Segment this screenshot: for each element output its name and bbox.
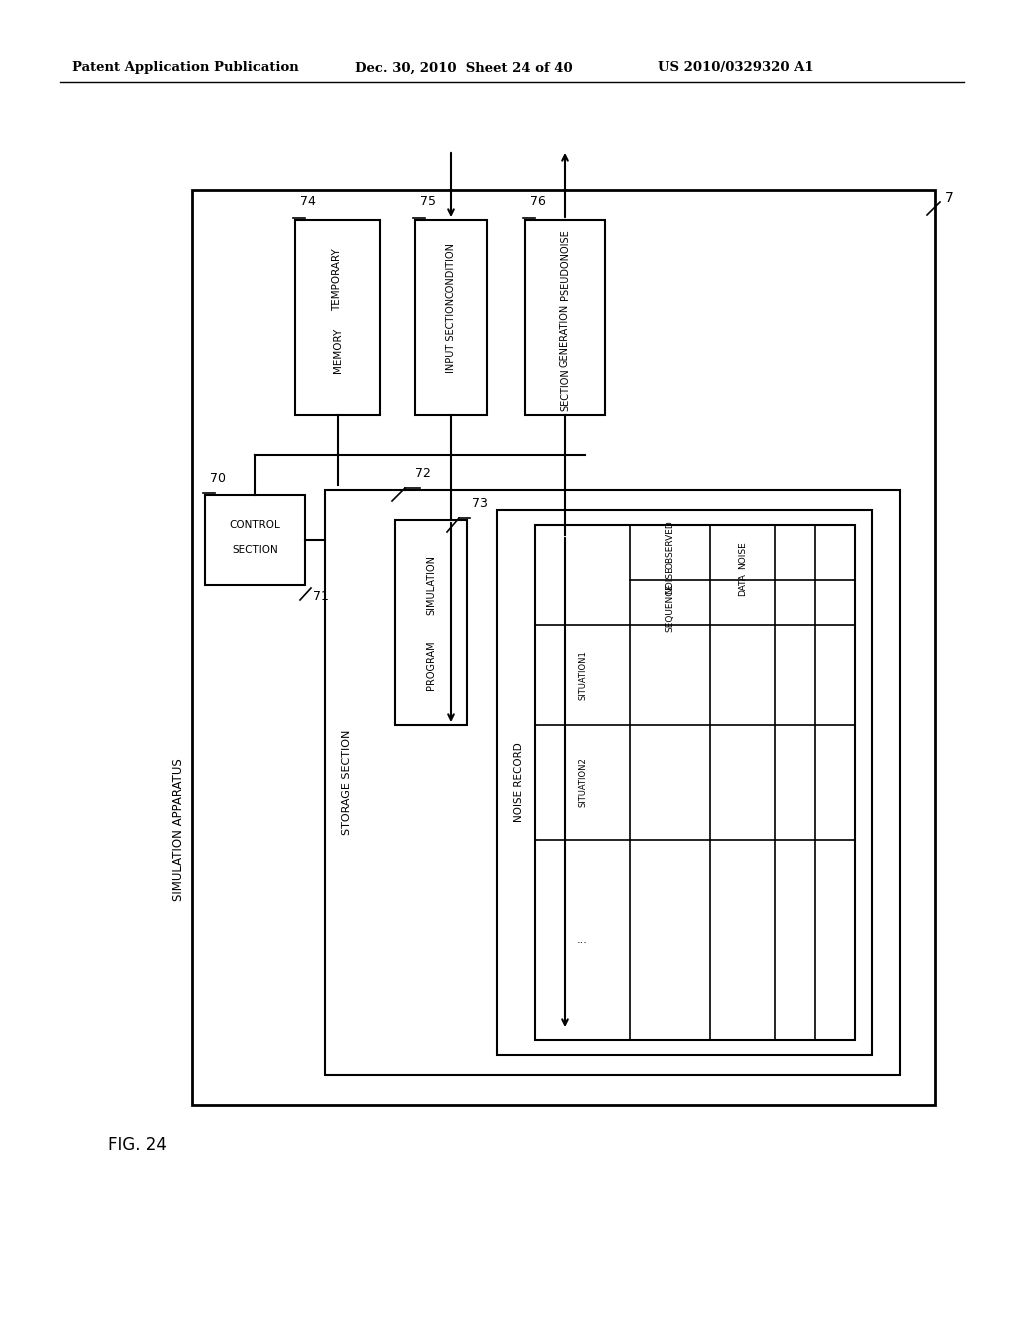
Text: NOISE RECORD: NOISE RECORD bbox=[514, 743, 524, 822]
Text: 71: 71 bbox=[313, 590, 329, 603]
Text: 76: 76 bbox=[530, 195, 546, 209]
Text: PSEUDONOISE: PSEUDONOISE bbox=[560, 230, 570, 301]
Text: 72: 72 bbox=[415, 467, 431, 480]
Text: SECTION: SECTION bbox=[560, 368, 570, 412]
Text: FIG. 24: FIG. 24 bbox=[108, 1137, 167, 1154]
Text: TEMPORARY: TEMPORARY bbox=[333, 248, 342, 312]
Text: SITUATION2: SITUATION2 bbox=[578, 758, 587, 808]
Bar bbox=[295, 220, 380, 414]
Bar bbox=[325, 490, 900, 1074]
Text: ...: ... bbox=[578, 935, 588, 945]
Bar bbox=[395, 520, 467, 725]
Text: 7: 7 bbox=[945, 191, 953, 205]
Text: GENERATION: GENERATION bbox=[560, 304, 570, 367]
Text: MEMORY: MEMORY bbox=[333, 327, 342, 372]
Bar bbox=[497, 510, 872, 1055]
Bar bbox=[415, 220, 487, 414]
Text: STORAGE SECTION: STORAGE SECTION bbox=[342, 730, 352, 836]
Text: 74: 74 bbox=[300, 195, 315, 209]
Text: PROGRAM: PROGRAM bbox=[426, 640, 436, 690]
Bar bbox=[525, 220, 605, 414]
Text: OBSERVED: OBSERVED bbox=[666, 520, 675, 569]
Text: SECTION: SECTION bbox=[232, 545, 278, 554]
Text: CONDITION: CONDITION bbox=[446, 242, 456, 298]
Text: NOISE: NOISE bbox=[666, 566, 675, 594]
Text: Patent Application Publication: Patent Application Publication bbox=[72, 62, 299, 74]
Text: INPUT SECTION: INPUT SECTION bbox=[446, 297, 456, 372]
Text: NOISE: NOISE bbox=[738, 541, 746, 569]
Bar bbox=[193, 190, 935, 1105]
Text: SIMULATION: SIMULATION bbox=[426, 554, 436, 615]
Text: DATA: DATA bbox=[738, 574, 746, 597]
Bar bbox=[205, 495, 305, 585]
Bar bbox=[535, 525, 855, 1040]
Text: SEQUENCE: SEQUENCE bbox=[666, 582, 675, 631]
Text: Dec. 30, 2010  Sheet 24 of 40: Dec. 30, 2010 Sheet 24 of 40 bbox=[355, 62, 572, 74]
Text: 75: 75 bbox=[420, 195, 436, 209]
Text: 70: 70 bbox=[210, 473, 226, 484]
Text: CONTROL: CONTROL bbox=[229, 520, 281, 531]
Text: SIMULATION APPARATUS: SIMULATION APPARATUS bbox=[171, 759, 184, 902]
Text: US 2010/0329320 A1: US 2010/0329320 A1 bbox=[658, 62, 814, 74]
Text: SITUATION1: SITUATION1 bbox=[578, 651, 587, 700]
Text: 73: 73 bbox=[472, 498, 487, 510]
